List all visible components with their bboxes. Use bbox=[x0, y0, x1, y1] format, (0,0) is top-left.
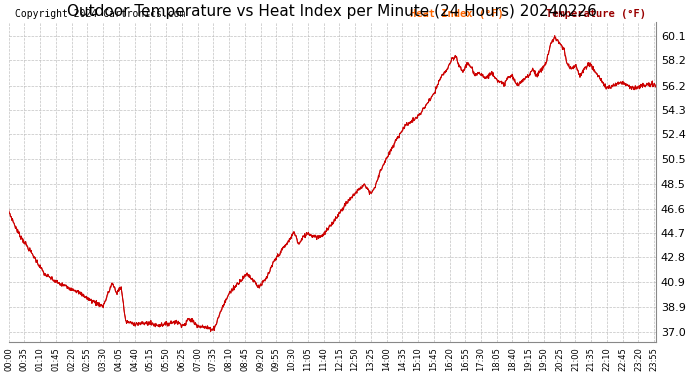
Text: Copyright 2024 Cartronics.com: Copyright 2024 Cartronics.com bbox=[15, 9, 186, 18]
Text: Heat Index (°F): Heat Index (°F) bbox=[410, 9, 504, 18]
Text: Temperature (°F): Temperature (°F) bbox=[546, 9, 646, 18]
Title: Outdoor Temperature vs Heat Index per Minute (24 Hours) 20240226: Outdoor Temperature vs Heat Index per Mi… bbox=[68, 4, 598, 19]
